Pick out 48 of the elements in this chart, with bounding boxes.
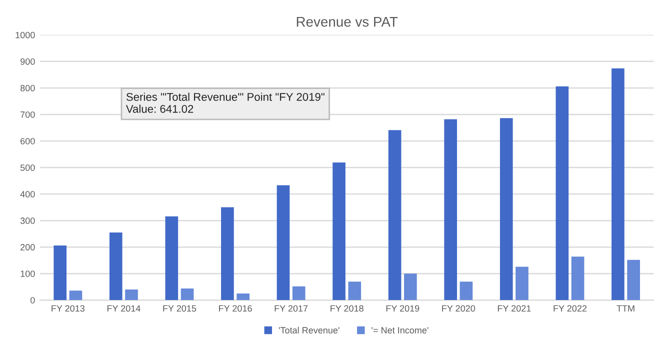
x-tick-label: FY 2021	[498, 305, 531, 312]
bar	[388, 130, 402, 300]
chart-title: Revenue vs PAT	[296, 17, 398, 27]
bar	[292, 286, 306, 300]
bar	[125, 290, 138, 300]
bar	[221, 207, 234, 300]
x-tick-label: FY 2018	[330, 305, 364, 312]
bar	[348, 282, 362, 300]
bar	[627, 260, 640, 300]
bar	[404, 274, 417, 300]
y-tick-label: 100	[20, 270, 35, 277]
x-tick-label: FY 2020	[442, 305, 476, 312]
bar	[165, 216, 178, 300]
y-tick-label: 500	[20, 164, 35, 171]
y-tick-label: 0	[30, 297, 35, 304]
bar	[180, 288, 194, 300]
bar	[571, 256, 584, 300]
y-tick-label: 900	[20, 58, 35, 65]
x-tick-label: FY 2016	[219, 305, 252, 312]
y-tick-label: 400	[20, 191, 35, 198]
y-tick-label: 700	[20, 111, 35, 118]
bar	[460, 282, 473, 300]
x-tick-label: FY 2014	[107, 305, 140, 312]
x-tick-label: TTM	[616, 305, 634, 312]
bar	[516, 266, 528, 300]
annotation: Series "'Total Revenue'" Point "FY 2019" Value: 641.02	[126, 92, 324, 113]
y-tick-label: 600	[20, 138, 35, 144]
legend-label: '= Net Income'	[372, 327, 428, 334]
y-tick-label: 800	[20, 84, 35, 92]
x-tick-label: FY 2015	[163, 305, 196, 312]
bar	[612, 68, 624, 300]
bar	[500, 118, 513, 300]
x-tick-label: FY 2013	[52, 305, 84, 312]
bar	[69, 290, 82, 300]
legend-label: 'Total Revenue'	[279, 326, 340, 334]
bar	[332, 162, 346, 300]
bar	[54, 246, 67, 300]
y-tick-label: 200	[20, 244, 35, 250]
bar	[556, 86, 569, 300]
bar	[236, 294, 250, 300]
bar	[276, 185, 290, 300]
x-tick-label: FY 2017	[274, 305, 308, 312]
y-tick-label: 300	[20, 218, 35, 224]
bar	[444, 119, 458, 300]
x-tick-label: FY 2022	[554, 305, 587, 312]
x-tick-label: FY 2019	[386, 305, 420, 312]
bar	[109, 232, 122, 300]
y-tick-label: 1000	[16, 32, 35, 38]
